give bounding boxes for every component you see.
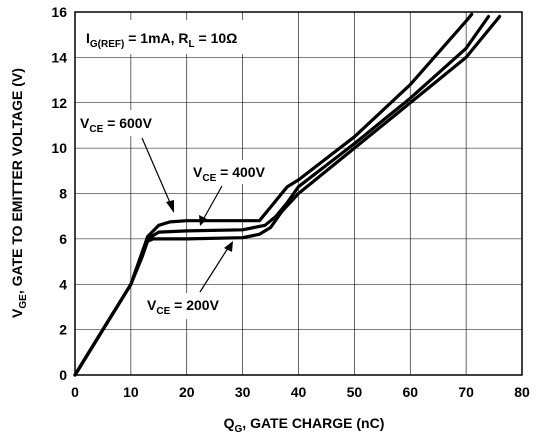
series-line-2 <box>73 12 474 377</box>
x-tick-label: 80 <box>514 384 530 400</box>
x-tick-label: 50 <box>347 384 363 400</box>
y-tick-label: 10 <box>51 140 67 156</box>
arrow-600v <box>141 137 172 206</box>
series-label-200v: VCE = 200V <box>147 297 220 317</box>
label-600v-bg <box>76 110 176 136</box>
arrow-200v <box>199 247 229 293</box>
series-line-0 <box>73 14 502 377</box>
y-tick-label: 0 <box>59 367 67 383</box>
x-tick-label: 30 <box>235 384 251 400</box>
y-tick-label: 2 <box>59 322 67 338</box>
x-tick-label: 40 <box>291 384 307 400</box>
y-tick-label: 6 <box>59 231 67 247</box>
series-curves <box>73 12 502 377</box>
condition-label-box <box>82 20 274 54</box>
y-tick-label: 14 <box>51 49 67 65</box>
y-tick-label: 4 <box>59 276 67 292</box>
arrowhead-200v <box>224 241 233 252</box>
label-400v-bg <box>189 160 287 184</box>
y-axis-title: VGE, GATE TO EMITTER VOLTAGE (V) <box>9 68 29 318</box>
series-label-400v: VCE = 400V <box>193 164 266 184</box>
arrowhead-400v <box>199 215 207 226</box>
series-label-600v: VCE = 600V <box>80 115 153 135</box>
arrowhead-600v <box>166 200 174 213</box>
arrow-400v <box>203 185 223 219</box>
x-tick-label: 60 <box>402 384 418 400</box>
label-200v-bg <box>142 293 242 319</box>
x-tick-label: 20 <box>179 384 195 400</box>
y-tick-label: 12 <box>51 95 67 111</box>
x-axis-title: QG, GATE CHARGE (nC) <box>224 415 385 435</box>
tick-labels: 0 10 20 30 40 50 60 70 80 0 2 4 6 8 10 12 14 16 <box>51 4 530 400</box>
x-tick-label: 70 <box>458 384 474 400</box>
y-tick-label: 16 <box>51 4 67 20</box>
condition-label: IG(REF) = 1mA, RL = 10Ω <box>86 30 237 50</box>
plot-frame <box>74 11 523 376</box>
x-tick-label: 10 <box>123 384 139 400</box>
x-tick-label: 0 <box>71 384 79 400</box>
y-tick-label: 8 <box>59 186 67 202</box>
